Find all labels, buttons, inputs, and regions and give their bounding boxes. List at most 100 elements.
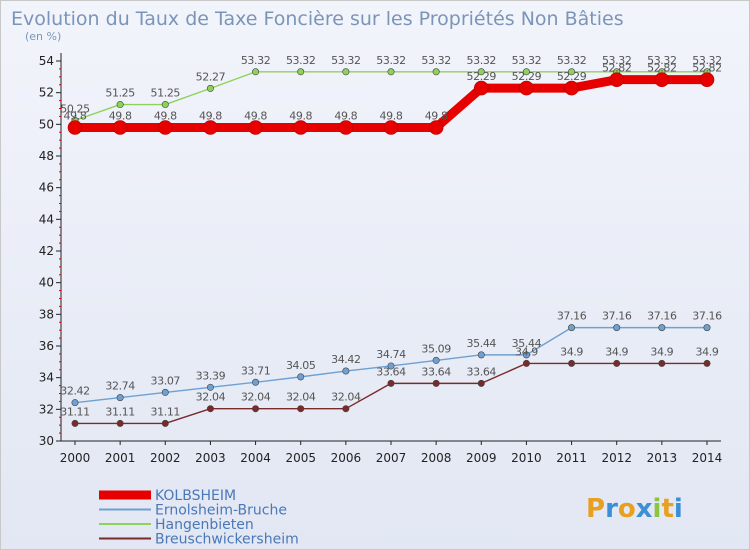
data-label: 33.64 bbox=[376, 365, 406, 378]
data-label: 53.32 bbox=[647, 54, 677, 67]
data-label: 53.32 bbox=[376, 54, 406, 67]
data-point bbox=[432, 379, 440, 387]
data-label: 34.05 bbox=[286, 359, 316, 372]
data-point bbox=[67, 120, 83, 135]
data-label: 32.04 bbox=[241, 391, 271, 404]
proxiti-logo: Proxiti bbox=[586, 494, 683, 524]
axes: 30 32 34 36 38 40 42 44 46 48 50 52 54 2000 2001 2002 20… bbox=[39, 53, 723, 465]
data-point bbox=[613, 359, 621, 367]
data-point bbox=[342, 367, 350, 375]
data-label: 52.29 bbox=[467, 70, 497, 83]
data-point bbox=[116, 394, 124, 402]
data-label: 49.8 bbox=[244, 110, 267, 123]
logo-text: Proxiti bbox=[586, 494, 683, 524]
data-point bbox=[342, 405, 350, 413]
x-tick-label: 2014 bbox=[692, 451, 723, 465]
data-label: 32.04 bbox=[331, 391, 361, 404]
data-label: 33.64 bbox=[421, 365, 451, 378]
data-label: 50.25 bbox=[60, 102, 90, 115]
y-tick-label: 48 bbox=[39, 149, 54, 163]
data-point bbox=[387, 362, 395, 370]
data-point bbox=[477, 68, 485, 76]
legend-label: KOLBSHEIM bbox=[155, 488, 236, 504]
data-point bbox=[387, 379, 395, 387]
series-kolbsheim bbox=[67, 72, 715, 135]
data-point bbox=[112, 120, 128, 135]
data-label: 49.8 bbox=[64, 110, 87, 123]
logo-letter: x bbox=[636, 494, 653, 524]
data-label: 52.82 bbox=[692, 62, 722, 75]
chart-subtitle: (en %) bbox=[25, 30, 61, 43]
y-tick-label: 50 bbox=[39, 117, 54, 131]
data-label: 53.32 bbox=[557, 54, 587, 67]
y-tick-label: 42 bbox=[39, 244, 54, 258]
data-label: 51.25 bbox=[151, 87, 181, 100]
x-tick-label: 2000 bbox=[60, 451, 91, 465]
data-point bbox=[342, 68, 350, 76]
data-label: 34.9 bbox=[560, 345, 583, 358]
data-label: 31.11 bbox=[60, 405, 90, 418]
data-point bbox=[703, 359, 711, 367]
data-label: 49.8 bbox=[109, 110, 132, 123]
data-label: 49.8 bbox=[425, 110, 448, 123]
data-label: 33.39 bbox=[196, 369, 226, 382]
data-point bbox=[383, 120, 399, 135]
series-ernolsheim-bruche bbox=[71, 324, 711, 407]
data-point bbox=[432, 356, 440, 364]
data-label: 53.32 bbox=[602, 54, 632, 67]
x-tick-label: 2011 bbox=[556, 451, 587, 465]
data-label: 49.8 bbox=[154, 110, 177, 123]
y-tick-label: 34 bbox=[39, 371, 54, 385]
y-tick-label: 46 bbox=[39, 181, 54, 195]
logo-letter: i bbox=[653, 494, 662, 524]
chart-title: Evolution du Taux de Taxe Foncière sur l… bbox=[11, 8, 624, 30]
series-layer bbox=[67, 68, 715, 427]
x-tick-label: 2003 bbox=[195, 451, 226, 465]
data-point bbox=[206, 84, 214, 92]
x-tick-label: 2012 bbox=[601, 451, 632, 465]
data-label: 33.07 bbox=[151, 374, 181, 387]
data-label: 52.29 bbox=[557, 70, 587, 83]
data-label: 49.8 bbox=[334, 110, 357, 123]
data-point bbox=[297, 68, 305, 76]
data-label: 35.44 bbox=[467, 337, 497, 350]
data-label: 53.32 bbox=[692, 54, 722, 67]
y-tick-label: 54 bbox=[39, 54, 54, 68]
data-label: 35.09 bbox=[421, 342, 451, 355]
data-point bbox=[71, 419, 79, 427]
y-tick-label: 40 bbox=[39, 276, 54, 290]
x-tick-label: 2008 bbox=[421, 451, 452, 465]
data-label: 53.32 bbox=[467, 54, 497, 67]
data-label: 49.8 bbox=[199, 110, 222, 123]
data-point bbox=[116, 419, 124, 427]
data-label: 34.9 bbox=[696, 345, 719, 358]
data-label: 34.9 bbox=[515, 345, 538, 358]
logo-letter: t bbox=[661, 494, 673, 524]
data-label: 35.44 bbox=[512, 337, 542, 350]
x-tick-label: 2006 bbox=[331, 451, 362, 465]
data-label: 53.32 bbox=[241, 54, 271, 67]
data-label: 49.8 bbox=[380, 110, 403, 123]
data-point bbox=[161, 101, 169, 109]
data-label: 33.71 bbox=[241, 364, 271, 377]
data-label: 34.74 bbox=[376, 348, 406, 361]
data-point bbox=[157, 120, 173, 135]
data-label: 52.82 bbox=[602, 62, 632, 75]
x-tick-label: 2010 bbox=[511, 451, 542, 465]
data-point bbox=[293, 120, 309, 135]
data-label: 31.11 bbox=[151, 405, 181, 418]
data-point bbox=[522, 68, 530, 76]
data-label: 37.16 bbox=[647, 310, 677, 323]
data-point bbox=[428, 120, 444, 135]
data-point bbox=[71, 399, 79, 407]
data-point bbox=[116, 101, 124, 109]
data-point bbox=[703, 324, 711, 332]
data-label: 37.16 bbox=[602, 310, 632, 323]
data-point bbox=[297, 373, 305, 381]
data-label: 34.42 bbox=[331, 353, 361, 366]
data-label: 53.32 bbox=[286, 54, 316, 67]
data-label: 37.16 bbox=[557, 310, 587, 323]
data-label: 34.9 bbox=[605, 345, 628, 358]
